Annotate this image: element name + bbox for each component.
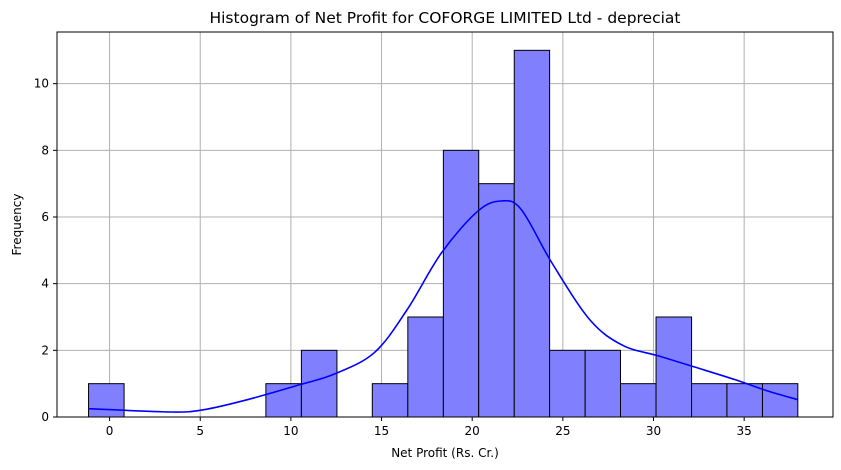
histogram-bar: [442, 149, 480, 418]
histogram-bar: [407, 316, 444, 418]
chart-title: Histogram of Net Profit for COFORGE LIMI…: [209, 9, 680, 27]
x-tick-label: 35: [737, 424, 752, 438]
bars: [88, 49, 799, 418]
x-tick-label: 15: [374, 424, 389, 438]
x-axis: 0 5 10 15 20 25 30 35: [106, 417, 752, 438]
y-tick-label: 6: [41, 210, 49, 224]
y-tick-label: 8: [41, 143, 49, 157]
y-tick-label: 2: [41, 343, 49, 357]
plot-frame: [56, 31, 834, 418]
y-tick-label: 4: [41, 277, 49, 291]
y-axis-label: Frequency: [10, 194, 24, 256]
histogram-bar: [88, 383, 125, 418]
x-tick-label: 5: [196, 424, 204, 438]
histogram-bar: [300, 349, 338, 418]
y-tick-label: 0: [41, 410, 49, 424]
x-axis-label: Net Profit (Rs. Cr.): [391, 446, 499, 460]
y-tick-label: 10: [34, 77, 49, 91]
x-tick-label: 25: [555, 424, 570, 438]
histogram-bar: [478, 183, 515, 418]
histogram-bar: [620, 383, 657, 418]
x-tick-label: 30: [646, 424, 661, 438]
x-tick-label: 10: [283, 424, 298, 438]
histogram-bar: [655, 316, 693, 418]
y-axis: 0 2 4 6 8 10: [34, 77, 57, 424]
x-tick-label: 20: [465, 424, 480, 438]
histogram-bar: [726, 383, 763, 418]
histogram-bar: [513, 49, 551, 418]
histogram-bar: [371, 383, 409, 418]
histogram-bar: [584, 349, 622, 418]
kde-curve: [88, 199, 799, 413]
histogram-bar: [549, 349, 586, 418]
histogram-bar: [761, 383, 799, 418]
x-tick-label: 0: [106, 424, 114, 438]
histogram-bar: [691, 383, 728, 418]
